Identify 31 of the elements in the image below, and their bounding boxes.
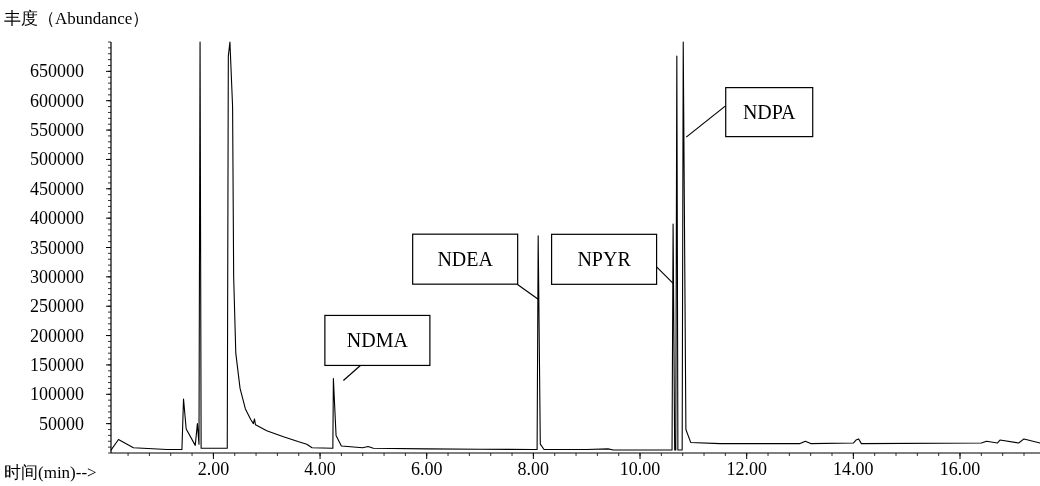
y-tick-label: 500000 bbox=[30, 149, 84, 170]
annotation: NDPA bbox=[742, 101, 797, 124]
annotation: NDEA bbox=[437, 248, 494, 271]
annotation: NDEA bbox=[412, 233, 539, 300]
y-tick-label: 50000 bbox=[39, 413, 84, 434]
x-tick-label: 16.00 bbox=[939, 459, 981, 479]
x-tick-label: 6.00 bbox=[410, 459, 443, 479]
x-tick-label: 14.00 bbox=[833, 459, 874, 479]
x-tick-label: 4.00 bbox=[304, 459, 336, 479]
annotation: NPYR bbox=[577, 248, 632, 271]
y-tick-label: 200000 bbox=[30, 325, 84, 346]
y-tick-label: 100000 bbox=[30, 384, 84, 405]
x-tick-label: 10.00 bbox=[619, 459, 661, 479]
x-tick-label: 8.00 bbox=[517, 459, 550, 479]
y-tick-label: 250000 bbox=[30, 296, 84, 317]
y-tick-label: 600000 bbox=[30, 90, 84, 111]
annotation: NPYR bbox=[551, 233, 674, 285]
y-tick-label: 150000 bbox=[30, 354, 84, 375]
y-tick-label: 650000 bbox=[30, 61, 84, 82]
annotation: NDMA bbox=[346, 329, 409, 352]
y-tick-label: 550000 bbox=[30, 120, 84, 141]
x-tick-label: 12.00 bbox=[726, 459, 767, 479]
y-tick-label: 350000 bbox=[30, 237, 84, 258]
annotation: NDMA bbox=[324, 314, 431, 382]
y-axis-title: 丰度（Abundance） bbox=[4, 9, 150, 28]
annotation: NDPA bbox=[685, 87, 814, 138]
x-axis-title: 时间(min)--> bbox=[4, 463, 97, 482]
y-tick-label: 450000 bbox=[30, 178, 84, 199]
y-tick-label: 300000 bbox=[30, 266, 84, 287]
y-tick-label: 400000 bbox=[30, 208, 84, 229]
x-tick-label: 2.00 bbox=[197, 459, 230, 479]
